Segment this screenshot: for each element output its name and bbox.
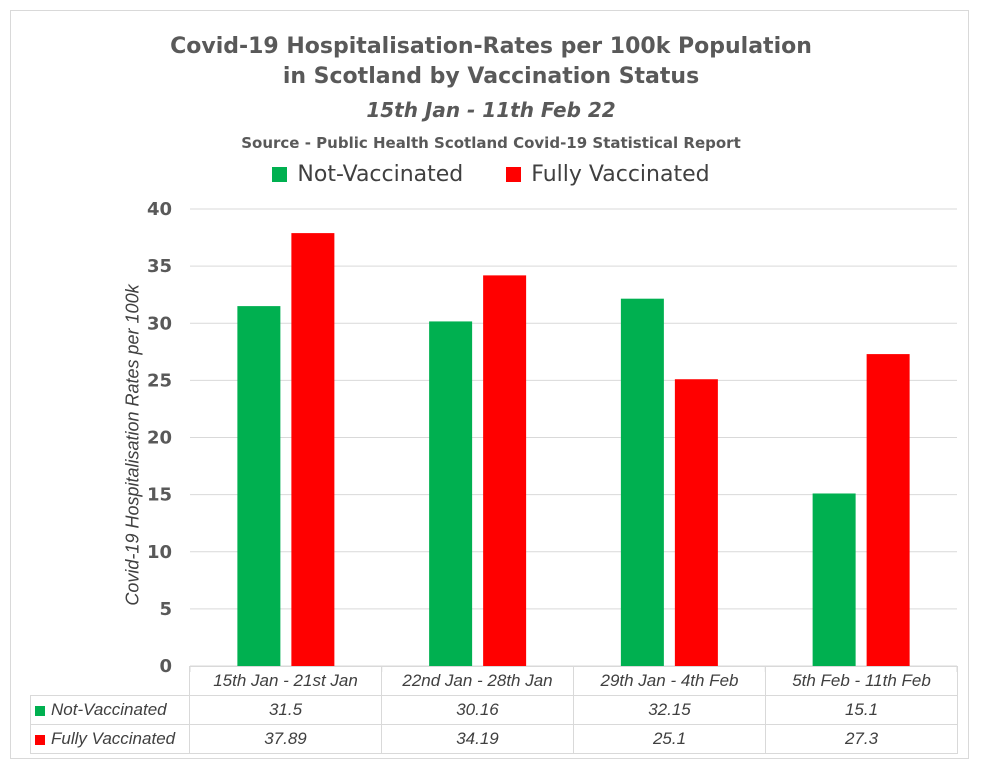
row-header-not-vaccinated: Not-Vaccinated xyxy=(30,695,190,725)
data-table-corner xyxy=(30,666,190,696)
row-label: Not-Vaccinated xyxy=(51,700,167,719)
bar-fully-vaccinated xyxy=(291,233,335,666)
chart-source: Source - Public Health Scotland Covid-19… xyxy=(241,134,741,152)
bar-fully-vaccinated xyxy=(674,379,718,666)
chart-title: Covid-19 Hospitalisation-Rates per 100k … xyxy=(170,34,812,59)
data-table-header-row: 15th Jan - 21st Jan 22nd Jan - 28th Jan … xyxy=(30,666,958,696)
chart-subtitle: 15th Jan - 11th Feb 22 xyxy=(366,98,616,122)
category-label: 22nd Jan - 28th Jan xyxy=(381,666,574,696)
bar-fully-vaccinated xyxy=(483,275,527,666)
data-cell: 31.5 xyxy=(189,695,382,725)
data-cell: 25.1 xyxy=(573,724,766,754)
y-tick-label: 20 xyxy=(147,428,172,449)
bar-not-vaccinated xyxy=(812,493,856,666)
legend-label-fully-vaccinated: Fully Vaccinated xyxy=(531,162,710,187)
legend-swatch-fully-vaccinated xyxy=(506,167,522,182)
data-cell: 27.3 xyxy=(765,724,958,754)
data-cell: 34.19 xyxy=(381,724,574,754)
data-cell: 37.89 xyxy=(189,724,382,754)
category-label: 15th Jan - 21st Jan xyxy=(189,666,382,696)
row-header-fully-vaccinated: Fully Vaccinated xyxy=(30,724,190,754)
y-tick-label: 15 xyxy=(147,485,172,506)
legend-swatch-not-vaccinated xyxy=(272,167,288,182)
bar-not-vaccinated xyxy=(620,298,664,666)
y-tick-label: 35 xyxy=(147,256,172,277)
y-tick-label: 40 xyxy=(147,199,172,220)
data-table-row-not-vaccinated: Not-Vaccinated 31.5 30.16 32.15 15.1 xyxy=(30,695,958,725)
category-label: 5th Feb - 11th Feb xyxy=(765,666,958,696)
chart-title-line2: in Scotland by Vaccination Status xyxy=(282,64,700,89)
row-swatch-fully-vaccinated xyxy=(35,734,45,745)
y-tick-label: 10 xyxy=(147,542,172,563)
bars xyxy=(237,233,910,666)
bar-not-vaccinated xyxy=(237,306,281,666)
y-tick-label: 5 xyxy=(159,599,172,620)
data-cell: 15.1 xyxy=(765,695,958,725)
legend-item-not-vaccinated: Not-Vaccinated xyxy=(272,162,463,187)
data-cell: 30.16 xyxy=(381,695,574,725)
row-swatch-not-vaccinated xyxy=(35,705,45,716)
row-label: Fully Vaccinated xyxy=(51,729,176,748)
legend-item-fully-vaccinated: Fully Vaccinated xyxy=(506,162,710,187)
category-label: 29th Jan - 4th Feb xyxy=(573,666,766,696)
y-tick-label: 25 xyxy=(147,370,172,391)
legend: Not-Vaccinated Fully Vaccinated xyxy=(0,162,982,188)
data-table-row-fully-vaccinated: Fully Vaccinated 37.89 34.19 25.1 27.3 xyxy=(30,724,958,754)
legend-label-not-vaccinated: Not-Vaccinated xyxy=(297,162,464,187)
data-table: 15th Jan - 21st Jan 22nd Jan - 28th Jan … xyxy=(30,666,958,754)
y-tick-label: 30 xyxy=(147,313,172,334)
bar-fully-vaccinated xyxy=(866,354,910,666)
data-cell: 32.15 xyxy=(573,695,766,725)
bar-not-vaccinated xyxy=(429,321,473,666)
